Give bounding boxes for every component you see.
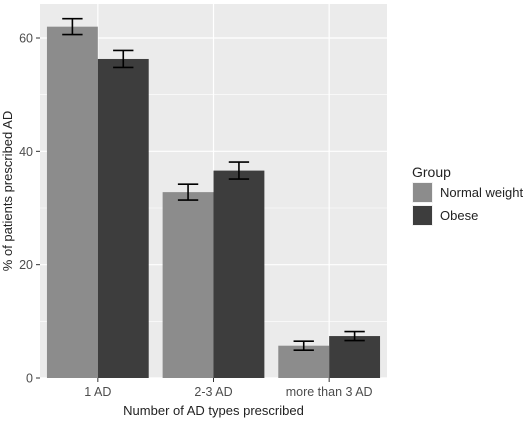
legend-swatch [413, 183, 432, 202]
legend-title: Group [412, 164, 451, 180]
error-bar [62, 17, 83, 36]
y-tick-label: 20 [19, 258, 33, 272]
legend-label: Normal weight [440, 185, 523, 200]
error-bars-layer [62, 17, 365, 352]
bar [329, 336, 381, 378]
legend-label: Obese [440, 208, 478, 223]
y-tick-label: 60 [19, 32, 33, 46]
error-bar [113, 49, 134, 69]
legend-items: Normal weight Obese [412, 182, 523, 226]
legend-item: Obese [412, 205, 478, 226]
bars-layer [46, 26, 381, 379]
error-bar [177, 183, 199, 201]
x-tick-label: 2-3 AD [194, 385, 232, 399]
x-axis: 1 AD 2-3 AD more than 3 AD [84, 378, 373, 399]
error-bar [344, 330, 365, 342]
y-axis: 0 20 40 60 [19, 32, 40, 386]
x-tick-label: more than 3 AD [286, 385, 373, 399]
y-tick-label: 0 [26, 372, 33, 386]
error-bar [228, 161, 250, 180]
legend-item: Normal weight [412, 182, 523, 203]
y-tick-label: 40 [19, 145, 33, 159]
x-tick-label: 1 AD [84, 385, 111, 399]
bar [97, 58, 149, 378]
x-axis-title: Number of AD types prescribed [123, 403, 304, 418]
bar [213, 170, 265, 378]
legend-swatch [413, 206, 432, 225]
bar [278, 345, 330, 378]
y-axis-title: % of patients prescribed AD [0, 111, 15, 271]
bar [162, 192, 214, 378]
error-bar [293, 340, 314, 352]
bar [46, 26, 98, 379]
legend: Group Normal weight Obese [412, 164, 523, 226]
